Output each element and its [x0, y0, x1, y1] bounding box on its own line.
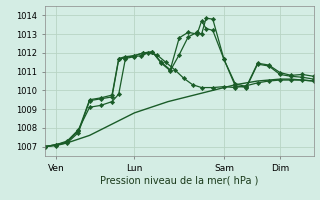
X-axis label: Pression niveau de la mer( hPa ): Pression niveau de la mer( hPa ): [100, 175, 258, 185]
